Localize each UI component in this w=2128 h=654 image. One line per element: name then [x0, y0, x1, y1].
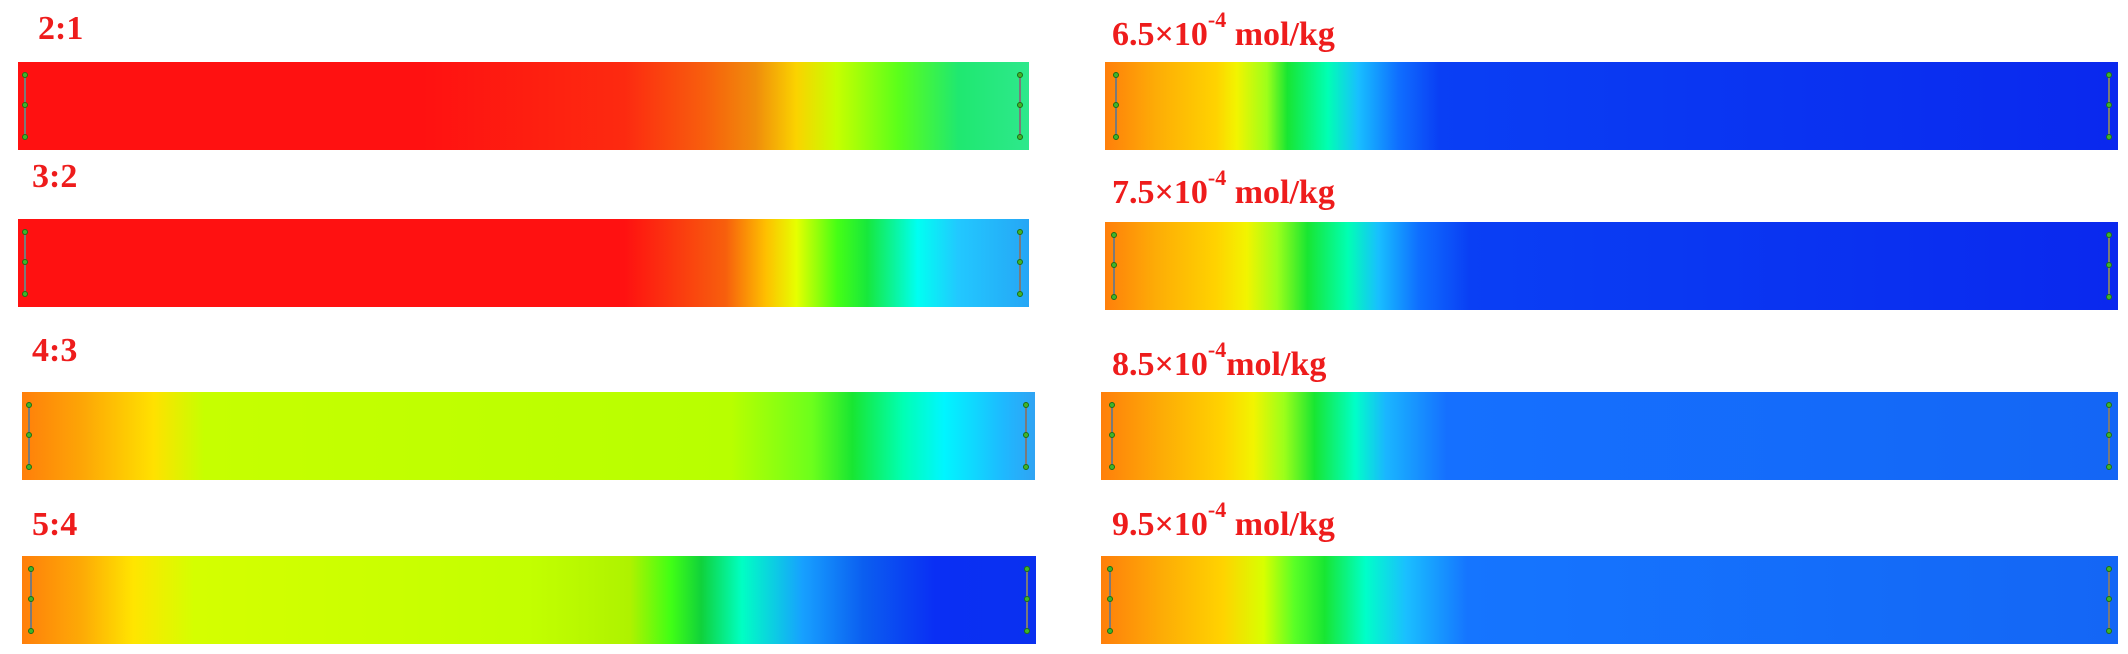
concentration-bar — [1101, 556, 2118, 644]
color-gradient — [18, 219, 1029, 307]
label-exponent: -4 — [1207, 496, 1227, 522]
ratio-label: 4:3 — [32, 332, 78, 369]
left-electrode-icon — [1107, 566, 1113, 634]
label-base: 9.5×10 — [1112, 506, 1208, 543]
label-exponent: -4 — [1207, 6, 1227, 32]
concentration-label: 6.5×10-4 mol/kg — [1112, 8, 1335, 53]
color-gradient — [1105, 222, 2118, 310]
left-electrode-icon — [1113, 72, 1119, 140]
left-electrode-icon — [26, 402, 32, 470]
left-electrode-icon — [1109, 402, 1115, 470]
concentration-bar — [22, 556, 1036, 644]
concentration-bar — [1101, 392, 2118, 480]
left-electrode-icon — [22, 72, 28, 140]
left-electrode-icon — [22, 229, 28, 297]
left-electrode-icon — [1111, 232, 1117, 300]
concentration-bar — [18, 62, 1029, 150]
concentration-bar — [1105, 222, 2118, 310]
label-unit: mol/kg — [1226, 346, 1327, 383]
concentration-bar — [22, 392, 1035, 480]
label-unit: mol/kg — [1234, 174, 1335, 211]
color-gradient — [22, 556, 1036, 644]
color-gradient — [18, 62, 1029, 150]
right-electrode-icon — [1023, 402, 1029, 470]
concentration-bar — [18, 219, 1029, 307]
label-unit: mol/kg — [1234, 16, 1335, 53]
label-base: 6.5×10 — [1112, 16, 1208, 53]
concentration-label: 7.5×10-4 mol/kg — [1112, 166, 1335, 211]
color-gradient — [1105, 62, 2118, 150]
ratio-label: 5:4 — [32, 506, 78, 543]
right-electrode-icon — [2106, 566, 2112, 634]
ratio-label: 2:1 — [38, 10, 84, 47]
label-exponent: -4 — [1207, 336, 1227, 362]
concentration-bar — [1105, 62, 2118, 150]
right-electrode-icon — [2106, 402, 2112, 470]
concentration-label: 9.5×10-4 mol/kg — [1112, 498, 1335, 543]
right-electrode-icon — [2106, 72, 2112, 140]
right-electrode-icon — [1017, 229, 1023, 297]
color-gradient — [1101, 392, 2118, 480]
concentration-label: 8.5×10-4mol/kg — [1112, 338, 1327, 383]
right-electrode-icon — [1017, 72, 1023, 140]
label-base: 8.5×10 — [1112, 346, 1208, 383]
left-electrode-icon — [28, 566, 34, 634]
label-exponent: -4 — [1207, 164, 1227, 190]
ratio-label: 3:2 — [32, 158, 78, 195]
color-gradient — [1101, 556, 2118, 644]
label-base: 7.5×10 — [1112, 174, 1208, 211]
label-unit: mol/kg — [1234, 506, 1335, 543]
right-electrode-icon — [2106, 232, 2112, 300]
right-electrode-icon — [1024, 566, 1030, 634]
color-gradient — [22, 392, 1035, 480]
